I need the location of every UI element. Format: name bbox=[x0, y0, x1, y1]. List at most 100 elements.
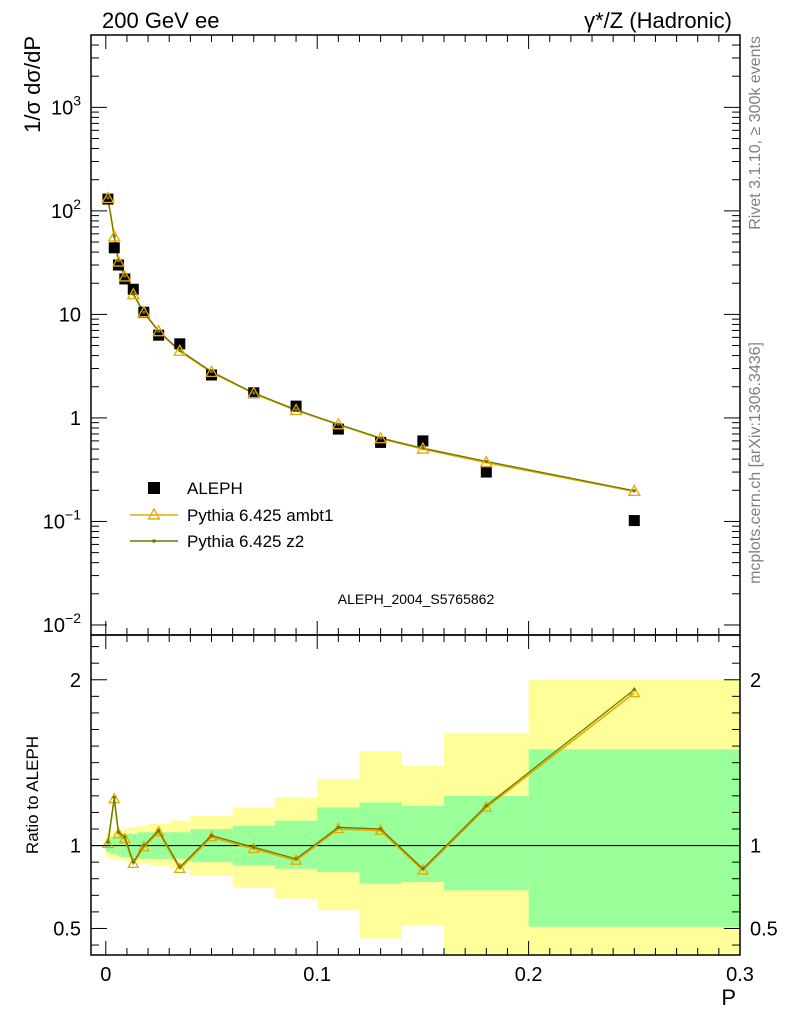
ratio-line-ambt1 bbox=[107, 692, 635, 872]
main-y-tick-label: 10−1 bbox=[43, 506, 81, 533]
data-point-aleph bbox=[417, 435, 429, 447]
data-point-aleph bbox=[290, 400, 302, 412]
ratio-point-ambt1 bbox=[118, 832, 131, 844]
main-point-ambt1 bbox=[137, 305, 151, 318]
ratio-y-tick-label-right: 1 bbox=[750, 836, 761, 858]
main-point-ambt1 bbox=[479, 455, 493, 468]
ratio-point-ambt1 bbox=[127, 857, 140, 869]
main-y-tick-label: 10 bbox=[59, 304, 81, 326]
ratio-point-ambt1 bbox=[137, 840, 150, 852]
tick-exponent: 3 bbox=[73, 92, 81, 108]
main-y-axis-label: 1/σ dσ/dP bbox=[20, 36, 45, 133]
ratio-point-z2 bbox=[142, 843, 146, 848]
ratio-point-z2 bbox=[178, 865, 182, 869]
ratio-point-z2 bbox=[484, 804, 488, 808]
mcplots-label: mcplots.cern.ch [arXiv:1306.3436] bbox=[747, 342, 764, 584]
x-axis-label: P bbox=[721, 985, 736, 1010]
ratio-point-z2 bbox=[112, 795, 116, 800]
legend-marker-ambt1 bbox=[147, 507, 161, 520]
legend-marker-aleph bbox=[148, 482, 160, 494]
main-point-z2 bbox=[157, 329, 161, 333]
main-point-ambt1 bbox=[152, 324, 166, 337]
axis-ticks: 0 0.1 0.2 0.3 10−2 10−1 1 10 102 103 0.5 0.5 1 1 2 2 bbox=[43, 34, 778, 986]
x-tick-label: 0.3 bbox=[726, 964, 754, 986]
data-point-aleph bbox=[112, 259, 124, 271]
ratio-y-tick-label-left: 2 bbox=[70, 670, 81, 692]
legend-label: ALEPH bbox=[187, 479, 243, 498]
data-point-aleph bbox=[119, 273, 131, 285]
ratio-point-ambt1 bbox=[112, 827, 125, 839]
main-point-ambt1 bbox=[416, 441, 430, 454]
main-point-z2 bbox=[379, 436, 383, 440]
ratio-series-group bbox=[101, 686, 641, 875]
ratio-point-ambt1 bbox=[289, 853, 303, 865]
main-point-z2 bbox=[106, 196, 110, 200]
main-point-ambt1 bbox=[374, 431, 388, 444]
main-point-z2 bbox=[123, 274, 127, 278]
ratio-point-z2 bbox=[209, 834, 214, 838]
main-point-z2 bbox=[484, 459, 488, 464]
ratio-point-ambt1 bbox=[374, 823, 387, 835]
main-y-tick-label: 103 bbox=[51, 92, 81, 119]
x-tick-label: 0.1 bbox=[303, 964, 331, 986]
legend-label: Pythia 6.425 ambt1 bbox=[187, 506, 333, 525]
ratio-point-ambt1 bbox=[152, 825, 165, 837]
main-line-ambt1 bbox=[107, 198, 635, 493]
legend-marker-z2 bbox=[152, 539, 156, 543]
x-tick-label: 0.2 bbox=[515, 964, 543, 986]
ratio-point-z2 bbox=[336, 825, 340, 829]
main-y-tick-label: 102 bbox=[51, 196, 81, 223]
main-point-ambt1 bbox=[111, 254, 126, 267]
main-point-ambt1 bbox=[627, 484, 641, 497]
data-point-aleph bbox=[108, 242, 120, 254]
main-point-z2 bbox=[336, 422, 340, 426]
main-point-z2 bbox=[112, 234, 116, 238]
ratio-point-z2 bbox=[421, 867, 425, 871]
ratio-point-ambt1 bbox=[416, 863, 430, 875]
main-point-z2 bbox=[252, 391, 256, 395]
main-y-tick-label: 1 bbox=[70, 408, 81, 430]
ratio-plot-frame bbox=[90, 634, 741, 956]
process-label: γ*/Z (Hadronic) bbox=[584, 8, 732, 33]
inner-band-bin bbox=[274, 820, 318, 869]
legend: ALEPH Pythia 6.425 ambt1 Pythia 6.425 z2 bbox=[130, 479, 333, 551]
ratio-uncertainty-bands bbox=[105, 679, 740, 955]
x-tick-label: 0 bbox=[100, 964, 111, 986]
ratio-point-z2 bbox=[116, 830, 121, 834]
tick-exponent: 2 bbox=[73, 196, 81, 212]
ratio-point-ambt1 bbox=[332, 822, 345, 834]
ratio-point-ambt1 bbox=[101, 837, 115, 849]
data-point-aleph bbox=[174, 338, 186, 350]
data-point-aleph bbox=[205, 369, 217, 381]
ratio-y-tick-label-right: 2 bbox=[750, 670, 761, 692]
ratio-point-z2 bbox=[106, 840, 110, 844]
ratio-point-z2 bbox=[131, 860, 135, 864]
ratio-point-z2 bbox=[294, 857, 298, 861]
main-point-ambt1 bbox=[101, 191, 115, 204]
analysis-label: ALEPH_2004_S5765862 bbox=[338, 591, 495, 607]
main-series-group bbox=[101, 191, 641, 527]
main-point-ambt1 bbox=[107, 229, 121, 242]
main-point-ambt1 bbox=[173, 344, 187, 356]
main-point-ambt1 bbox=[289, 403, 303, 416]
ratio-y-tick-label-left: 0.5 bbox=[53, 918, 81, 940]
ratio-point-ambt1 bbox=[480, 800, 493, 812]
main-point-z2 bbox=[116, 259, 121, 263]
main-y-tick-label: 10−2 bbox=[43, 610, 81, 637]
main-point-z2 bbox=[294, 408, 298, 412]
ratio-line-z2 bbox=[107, 689, 635, 870]
main-point-z2 bbox=[209, 370, 214, 374]
ratio-y-axis-label: Ratio to ALEPH bbox=[23, 736, 42, 854]
legend-label: Pythia 6.425 z2 bbox=[187, 532, 304, 551]
main-point-z2 bbox=[131, 292, 135, 296]
main-point-z2 bbox=[178, 348, 182, 352]
main-point-ambt1 bbox=[204, 365, 219, 378]
main-point-z2 bbox=[632, 489, 636, 493]
main-point-ambt1 bbox=[331, 417, 345, 430]
tick-exponent: −2 bbox=[65, 610, 81, 626]
ratio-point-z2 bbox=[379, 827, 383, 831]
main-point-z2 bbox=[142, 310, 146, 314]
ratio-point-ambt1 bbox=[173, 862, 186, 874]
rivet-label: Rivet 3.1.10, ≥ 300k events bbox=[747, 36, 764, 230]
